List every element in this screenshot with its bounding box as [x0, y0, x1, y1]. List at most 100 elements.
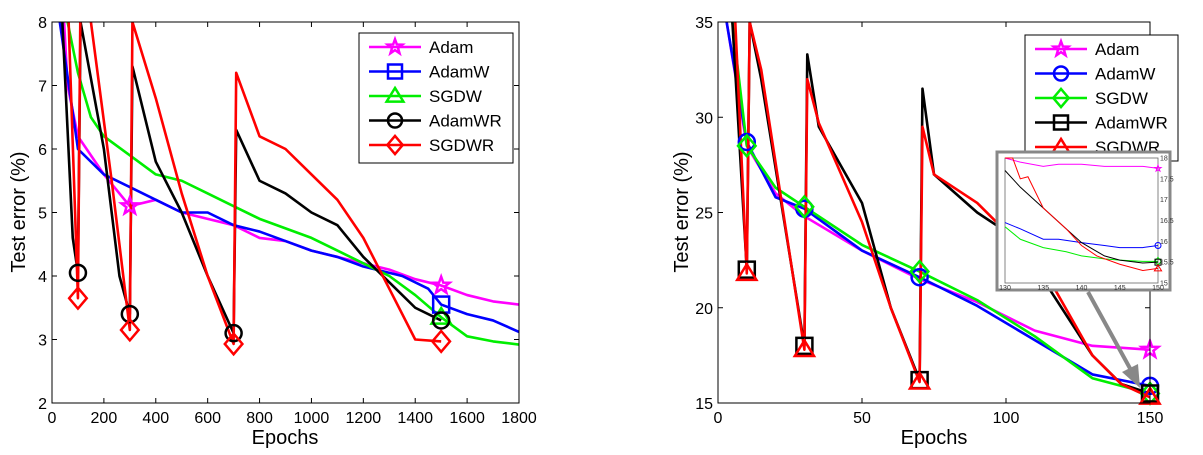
inset-marker-sgdwr	[1153, 264, 1163, 272]
left-x-axis-label: Epochs	[252, 427, 319, 449]
legend-label-adam: Adam	[1095, 40, 1139, 59]
legend-label-adamw: AdamW	[1095, 65, 1155, 84]
legend-marker-adam	[384, 35, 406, 57]
y-tick-label: 30	[695, 110, 713, 127]
x-tick-label: 50	[853, 410, 871, 427]
marker-sgdwr	[792, 338, 817, 358]
marker-adamwr	[737, 260, 757, 279]
inset-y-tick-label: 18	[1160, 156, 1168, 163]
legend-marker-adamwr	[386, 112, 404, 129]
right-x-axis-label: Epochs	[901, 427, 968, 449]
legend-marker-adamw	[386, 63, 404, 80]
y-tick-label: 5	[38, 206, 47, 223]
marker-sgdwr	[734, 261, 759, 282]
inset-x-tick-label: 150	[1152, 285, 1164, 292]
legend: Adam AdamW SGDW AdamWR SGDWR	[358, 32, 514, 164]
inset-marker-adam	[1153, 163, 1163, 173]
marker-adamwr	[431, 311, 451, 330]
inset-x-tick-label: 135	[1037, 285, 1049, 292]
y-tick-label: 3	[38, 333, 47, 350]
marker-adam	[117, 193, 142, 217]
legend-label-adamw: AdamW	[429, 63, 489, 82]
marker-sgdw	[793, 194, 815, 220]
y-tick-label: 2	[38, 396, 47, 413]
legend-label-sgdw: SGDW	[1095, 89, 1148, 108]
inset-x-tick-label: 140	[1076, 285, 1088, 292]
inset-axes-box	[1004, 157, 1159, 284]
inset-y-tick-label: 15.5	[1160, 260, 1174, 267]
series-line-sgdwr	[67, 22, 442, 346]
y-tick-label: 7	[38, 79, 47, 96]
marker-adamwr	[120, 304, 140, 324]
left-y-axis-label: Test error (%)	[8, 151, 30, 272]
inset-marker-adamw	[1154, 242, 1162, 249]
x-tick-label: 400	[142, 410, 169, 427]
marker-adamwr	[68, 263, 88, 283]
marker-sgdw	[736, 133, 758, 159]
legend-marker-adamwr	[1052, 114, 1070, 131]
inset-y-tick-label: 16.5	[1160, 218, 1174, 225]
right-chart: Epochs Test error (%) 0 50 100 150152025303…	[671, 15, 1179, 449]
x-tick-label: 1800	[501, 410, 537, 427]
y-tick-label: 15	[695, 396, 713, 413]
marker-adamwr	[795, 336, 814, 356]
legend-label-adamwr: AdamWR	[1095, 114, 1168, 133]
right-y-axis-label: Test error (%)	[671, 151, 693, 272]
x-tick-label: 100	[993, 410, 1020, 427]
marker-sgdwr	[223, 331, 245, 357]
left-chart: Epochs Test error (%) 0 200 400 600 800 1000 1…	[8, 15, 537, 449]
inset-y-tick-label: 15	[1160, 281, 1168, 288]
inset-line-adam	[1004, 157, 1159, 169]
inset-y-tick-label: 17.5	[1160, 176, 1174, 183]
marker-sgdwr	[907, 370, 932, 390]
legend-label-sgdwr: SGDWR	[429, 136, 494, 155]
inset-line-adamwr	[1004, 170, 1159, 264]
marker-adamw	[910, 268, 929, 287]
x-tick-label: 0	[48, 410, 57, 427]
x-tick-label: 1200	[346, 410, 382, 427]
inset-line-sgdw	[1004, 226, 1158, 262]
y-tick-label: 6	[38, 142, 47, 159]
x-tick-label: 200	[91, 410, 118, 427]
y-tick-label: 20	[695, 301, 713, 318]
legend-label-adam: Adam	[429, 38, 473, 57]
legend-marker-adamw	[1052, 65, 1070, 82]
legend-marker-sgdw	[384, 85, 406, 103]
marker-sgdwr	[119, 317, 141, 343]
y-tick-label: 35	[695, 15, 713, 32]
inset-x-tick-label: 145	[1114, 285, 1126, 292]
inset-arrow-shaft	[1086, 291, 1134, 373]
marker-sgdw	[429, 305, 454, 325]
marker-adam	[429, 273, 454, 296]
inset-frame	[995, 150, 1172, 292]
marker-sgdwr	[1138, 385, 1162, 405]
inset-y-tick-label: 16	[1160, 239, 1168, 246]
marker-adamwr	[224, 323, 243, 343]
y-tick-label: 8	[38, 15, 47, 32]
marker-sgdwr	[67, 285, 89, 311]
y-tick-label: 25	[695, 206, 713, 223]
inset-y-tick-label: 17	[1160, 197, 1168, 204]
series-line-sgdwr	[733, 22, 1150, 399]
inset-arrow-head	[1122, 364, 1140, 388]
x-tick-label: 150	[1137, 410, 1164, 427]
legend-marker-adam	[1050, 37, 1072, 59]
x-tick-label: 0	[714, 410, 723, 427]
x-tick-label: 600	[194, 410, 221, 427]
inset-x-tick-label: 130	[999, 285, 1011, 292]
legend-label-sgdw: SGDW	[429, 87, 482, 106]
legend-box	[358, 32, 514, 164]
y-tick-label: 4	[38, 269, 47, 286]
marker-sgdw	[909, 259, 931, 284]
legend-marker-sgdwr	[385, 133, 405, 157]
x-tick-label: 1600	[449, 410, 485, 427]
inset-line-sgdwr	[1005, 157, 1159, 272]
legend-label-adamwr: AdamWR	[429, 112, 502, 131]
legend-marker-sgdw	[1051, 86, 1071, 110]
x-tick-label: 800	[246, 410, 273, 427]
plot-area	[725, 22, 1150, 399]
series-line-sgdw	[731, 22, 1150, 395]
